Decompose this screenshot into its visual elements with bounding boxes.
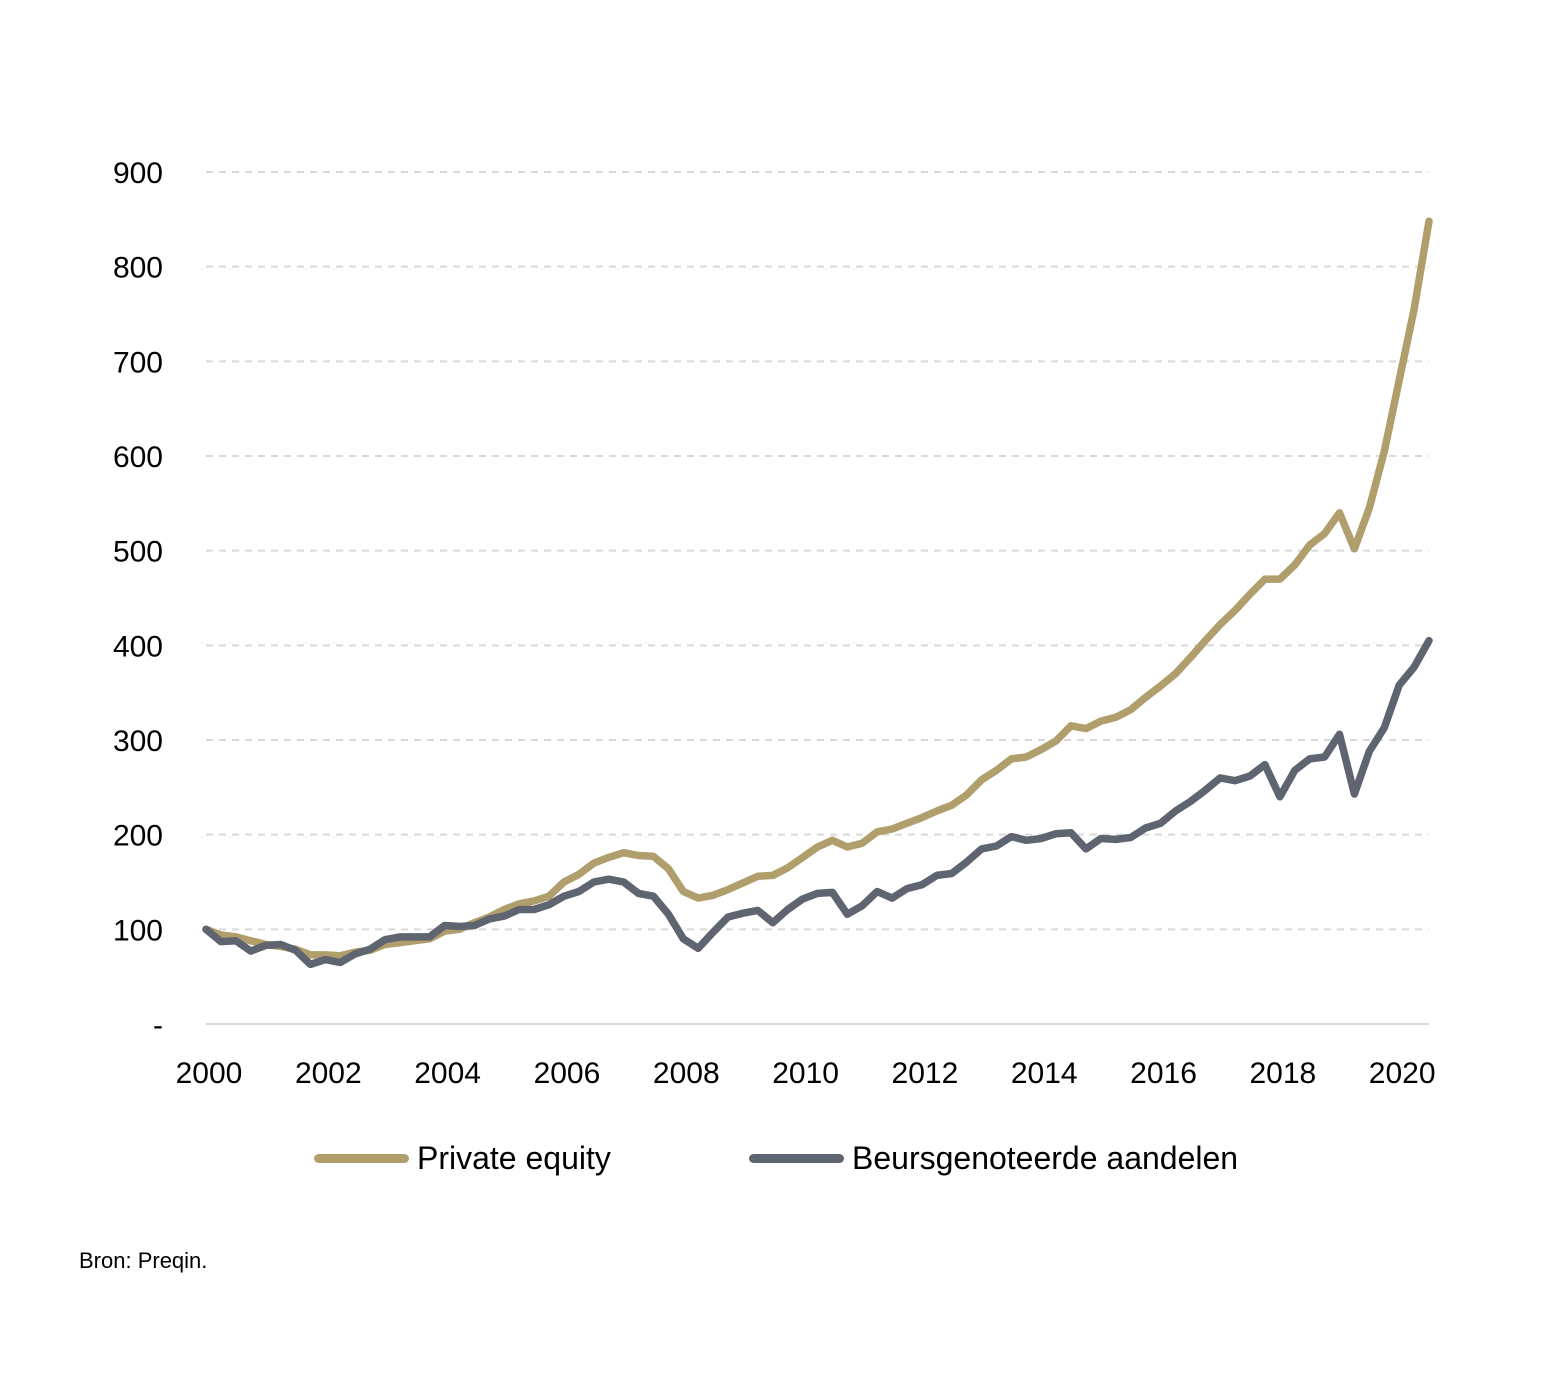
y-axis-ticks: - 100 200 300 400 500 600 700 800 900: [113, 157, 163, 1042]
y-tick-label: 900: [113, 157, 163, 190]
legend-item-beursgenoteerde-aandelen[interactable]: Beursgenoteerde aandelen: [749, 1136, 1238, 1180]
y-tick-label: 500: [113, 536, 163, 569]
legend-swatch-private-equity: [314, 1153, 409, 1163]
x-tick-label: 2014: [1011, 1057, 1078, 1090]
y-tick-label: 600: [113, 441, 163, 474]
y-tick-label: 200: [113, 820, 163, 853]
legend-label-beursgenoteerde-aandelen: Beursgenoteerde aandelen: [852, 1139, 1239, 1176]
legend-label-private-equity: Private equity: [417, 1139, 611, 1176]
x-tick-label: 2016: [1130, 1057, 1197, 1090]
x-tick-label: 2018: [1249, 1057, 1316, 1090]
x-tick-label: 2012: [892, 1057, 959, 1090]
gridlines: [206, 171, 1429, 931]
x-tick-label: 2020: [1369, 1057, 1436, 1090]
legend-item-private-equity[interactable]: Private equity: [314, 1136, 611, 1180]
x-tick-label: 2000: [176, 1057, 243, 1090]
x-tick-label: 2002: [295, 1057, 362, 1090]
x-tick-label: 2006: [534, 1057, 601, 1090]
y-tick-label: 800: [113, 252, 163, 285]
y-tick-label: 700: [113, 346, 163, 379]
x-tick-label: 2008: [653, 1057, 720, 1090]
x-tick-label: 2010: [772, 1057, 839, 1090]
y-tick-label: -: [153, 1009, 163, 1042]
y-tick-label: 300: [113, 725, 163, 758]
y-tick-label: 400: [113, 630, 163, 663]
series-line-private-equity: [202, 217, 1433, 960]
x-tick-label: 2004: [414, 1057, 481, 1090]
series-lines: [202, 217, 1433, 969]
x-axis-ticks: 2000 2002 2004 2006 2008 2010 2012 2014 2016 2018…: [176, 1057, 1436, 1090]
y-tick-label: 100: [113, 914, 163, 947]
source-note: Bron: Preqin.: [79, 1248, 208, 1273]
legend: Private equity Beursgenoteerde aandelen: [0, 1136, 1549, 1180]
legend-swatch-beursgenoteerde-aandelen: [749, 1153, 844, 1163]
series-line-beursgenoteerde-aandelen: [202, 636, 1433, 969]
